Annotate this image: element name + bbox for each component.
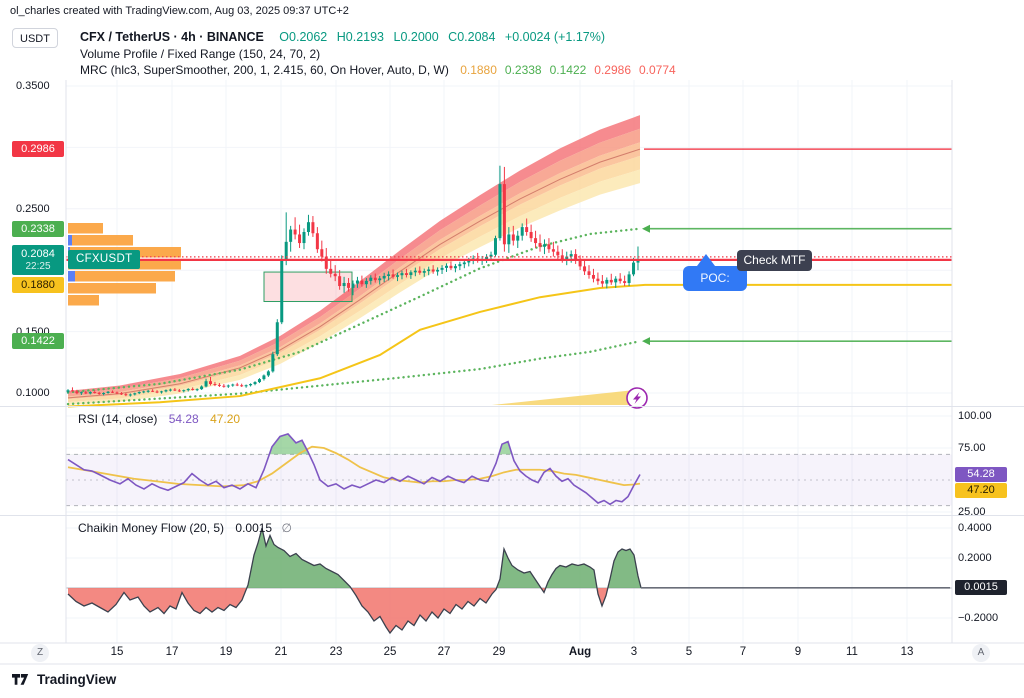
cmf-header-row: Chaikin Money Flow (20, 5) 0.0015 ∅ — [78, 521, 292, 535]
symbol-tag-badge: CFXUSDT — [68, 250, 141, 269]
price-axis-badge: 0.2986 — [12, 141, 64, 158]
mrc-value: 0.0774 — [639, 63, 676, 77]
currency-toggle-button[interactable]: USDT — [12, 28, 58, 48]
current-price-line — [66, 256, 952, 261]
ohlc-low: L0.2000 — [393, 30, 439, 44]
ohlc-high: H0.2193 — [336, 30, 385, 44]
tradingview-logo-text: TradingView — [37, 672, 117, 687]
mrc-values: 0.1880 0.2338 0.1422 0.2986 0.0774 — [452, 63, 676, 77]
mrc-levels — [66, 148, 952, 408]
tradingview-logo[interactable]: TradingView — [12, 672, 116, 687]
rsi-axis-badge: 54.28 — [955, 467, 1007, 483]
volume-profile-indicator-label[interactable]: Volume Profile / Fixed Range (150, 24, 7… — [80, 47, 321, 61]
cmf-pane — [66, 527, 952, 635]
ohlc-close: C0.2084 — [448, 30, 496, 44]
price-axis-label: 0.1000 — [16, 387, 50, 399]
price-axis-label: 0.2500 — [16, 202, 50, 215]
price-axis-badge: 0.2338 — [12, 220, 64, 237]
rsi-value: 54.28 — [168, 412, 199, 426]
price-axis-badge: 0.1880 — [12, 276, 64, 293]
time-axis-label: 9 — [794, 646, 802, 658]
mrc-value: 0.2338 — [504, 63, 542, 77]
time-axis-label: 29 — [492, 646, 506, 658]
check-mtf-button[interactable]: Check MTF — [737, 250, 812, 271]
mrc-indicator-row: MRC (hlc3, SuperSmoother, 200, 1, 2.415,… — [80, 63, 676, 77]
tradingview-logo-icon — [12, 673, 29, 685]
time-axis-label: 5 — [685, 646, 693, 658]
mrc-value: 0.1880 — [460, 63, 497, 77]
attribution-text: ol_charles created with TradingView.com,… — [10, 5, 349, 17]
candles — [66, 165, 640, 397]
time-axis-label: 15 — [110, 646, 124, 658]
ohlc-open: O0.2062 — [279, 30, 328, 44]
time-axis-label: 13 — [900, 646, 914, 658]
cmf-value: 0.0015 — [235, 521, 273, 535]
time-axis-label: 27 — [437, 646, 451, 658]
rsi-pane — [66, 432, 952, 507]
pane-separators — [0, 80, 1024, 665]
rsi-axis-label: 100.00 — [958, 410, 992, 422]
zone-box — [263, 271, 353, 303]
mrc-band — [67, 115, 641, 405]
mrc-value: 0.1422 — [549, 63, 587, 77]
price-axis-label: 0.3500 — [16, 80, 50, 92]
time-axis-label: 21 — [274, 646, 288, 658]
countdown-timer: 22:25 — [25, 260, 51, 272]
cmf-zero-icon: ∅ — [281, 521, 292, 535]
rsi-axis-label: 75.00 — [958, 442, 986, 454]
cmf-axis-badge: 0.0015 — [955, 580, 1007, 596]
time-axis-label: 3 — [630, 646, 638, 658]
axis-settings-button[interactable]: A — [972, 644, 990, 662]
symbol-header-row: CFX / TetherUS · 4h · BINANCE O0.2062 H0… — [80, 30, 605, 44]
time-axis-label: 17 — [165, 646, 179, 658]
lightning-icon — [626, 387, 648, 409]
timezone-button[interactable]: Z — [31, 644, 49, 662]
cmf-indicator-label[interactable]: Chaikin Money Flow (20, 5) — [78, 521, 225, 535]
time-axis-label: 19 — [219, 646, 233, 658]
rsi-axis-badge: 47.20 — [955, 483, 1007, 499]
rsi-ma-value: 47.20 — [210, 412, 241, 426]
squeeze-wedge — [492, 389, 644, 405]
ohlc-change: +0.0024 (+1.17%) — [504, 30, 605, 44]
time-axis-label: Aug — [568, 646, 592, 658]
rsi-indicator-label[interactable]: RSI (14, close) — [78, 412, 158, 426]
time-axis-label: 25 — [383, 646, 397, 658]
mrc-value: 0.2986 — [594, 63, 631, 77]
price-axis-badge: 0.1422 — [12, 333, 64, 350]
mrc-indicator-label[interactable]: MRC (hlc3, SuperSmoother, 200, 1, 2.415,… — [80, 63, 449, 77]
cmf-axis-label: 0.2000 — [958, 552, 992, 564]
time-axis-label: 11 — [846, 646, 858, 658]
time-axis-label: 7 — [739, 646, 747, 658]
price-axis-badge: 0.2084 22:25 — [12, 244, 64, 275]
time-axis-label: 23 — [329, 646, 343, 658]
rsi-axis-label: 25.00 — [958, 506, 986, 518]
poc-tooltip: POC: 0.2072 — [683, 254, 747, 310]
symbol-title[interactable]: CFX / TetherUS · 4h · BINANCE — [80, 30, 264, 44]
rsi-header-row: RSI (14, close) 54.28 47.20 — [78, 412, 240, 426]
cmf-axis-label: −0.2000 — [958, 612, 999, 624]
cmf-axis-label: 0.4000 — [958, 522, 992, 534]
